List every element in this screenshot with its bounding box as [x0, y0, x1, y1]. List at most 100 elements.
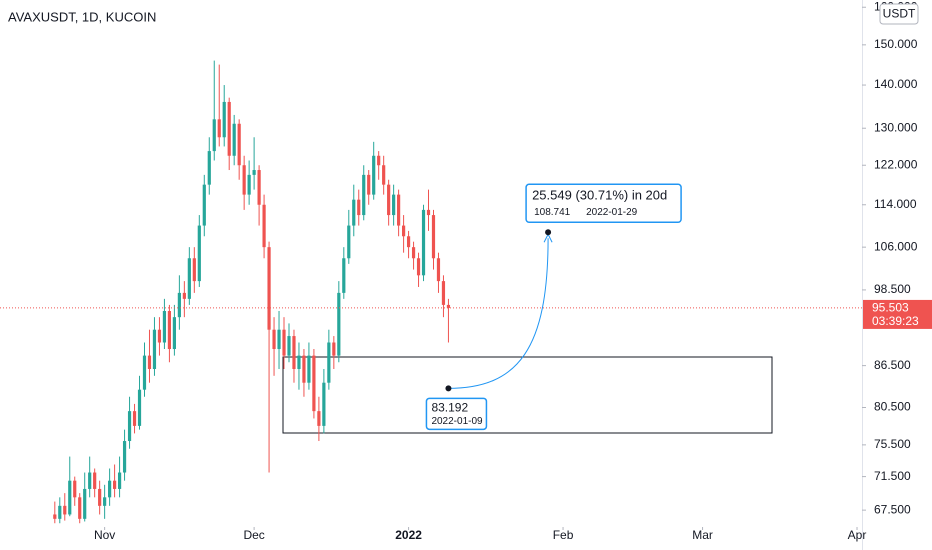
candle-body [192, 258, 196, 282]
candle-body [372, 155, 376, 195]
candle-body [127, 411, 132, 442]
candle-body [411, 247, 416, 259]
annotation-start-date: 2022-01-09 [431, 416, 483, 427]
candle-body [242, 165, 246, 195]
candle-body [137, 389, 142, 426]
candle-body [446, 304, 451, 308]
x-tick-label: Dec [243, 528, 264, 542]
annotation-end-value: 108.741 [534, 207, 571, 218]
countdown-label: 03:39:23 [872, 314, 919, 328]
annotation-end-date: 2022-01-29 [586, 207, 638, 218]
candle-body [93, 472, 97, 489]
currency-button[interactable] [879, 3, 919, 25]
candle-body [237, 123, 241, 166]
y-tick-label: 86.500 [874, 358, 911, 372]
candle-body [217, 119, 221, 138]
candle-body [401, 225, 406, 237]
y-tick-label: 150.000 [874, 37, 918, 51]
candle-body [337, 292, 341, 356]
candle-body [252, 170, 256, 175]
y-tick-label: 75.500 [874, 437, 911, 451]
y-tick-label: 71.500 [874, 469, 911, 483]
candle-body [352, 199, 356, 226]
candle-body [362, 174, 366, 216]
annotation-curve [448, 238, 549, 389]
x-tick-label: Feb [553, 528, 574, 542]
y-tick-label: 140.000 [874, 77, 918, 91]
candle-body [302, 355, 306, 383]
candle-body [177, 292, 181, 318]
candle-body [272, 329, 276, 350]
candle-body [132, 411, 137, 426]
candle-body [172, 317, 176, 350]
candle-body [347, 225, 351, 259]
y-tick-label: 67.500 [874, 502, 911, 516]
candle-body [406, 236, 411, 248]
candle-body [382, 165, 386, 185]
candle-body [257, 170, 261, 205]
y-tick-label: 80.500 [874, 400, 911, 414]
candle-body [83, 488, 87, 519]
candle-body [78, 497, 82, 519]
x-tick-label: Apr [848, 528, 867, 542]
candle-body [53, 514, 57, 519]
candle-body [157, 329, 162, 343]
annotation-start-value: 83.192 [431, 401, 468, 415]
candle-body [332, 342, 336, 356]
candle-body [232, 123, 236, 156]
candle-body [98, 488, 102, 506]
candle-body [292, 336, 296, 369]
y-tick-label: 114.000 [874, 197, 917, 211]
candle-body [441, 281, 446, 305]
candle-body [287, 336, 291, 356]
candle-body [122, 441, 127, 473]
y-tick-label: 122.000 [874, 157, 918, 171]
candle-body [182, 292, 186, 299]
annotation-end-point [545, 229, 552, 236]
candle-body [431, 215, 436, 259]
candle-body [197, 225, 201, 282]
candle-body [277, 329, 281, 350]
axis-layer: 67.500 71.500 75.500 80.500 86.500 98.500 106.… [94, 0, 918, 542]
currency-button-label[interactable]: USDT [883, 7, 916, 21]
zone-rectangle [282, 356, 773, 434]
candle-body [436, 258, 441, 282]
candle-body [108, 480, 112, 498]
y-tick-label: 130.000 [874, 120, 918, 134]
candle-body [297, 355, 301, 369]
y-tick-label: 106.000 [874, 239, 918, 253]
last-price-label: 95.503 [872, 301, 909, 315]
candle-body [387, 184, 391, 216]
candle-body [117, 472, 122, 489]
candle-body [147, 355, 152, 369]
candle-body [267, 247, 271, 330]
candle-body [103, 497, 107, 506]
candle-body [312, 355, 316, 412]
candle-body [426, 209, 431, 216]
candle-body [421, 209, 426, 276]
y-tick-label: 98.500 [874, 282, 911, 296]
candle-body [212, 119, 216, 152]
annotation-start-box [425, 397, 488, 431]
candle-body [247, 174, 251, 195]
candle-body [113, 480, 117, 489]
x-tick-label: 2022 [395, 528, 422, 542]
candle-body [357, 199, 361, 216]
candle-body [68, 480, 72, 515]
candle-body [307, 355, 311, 383]
annotation-label: 25.549 (30.71%) in 20d [532, 188, 667, 203]
candle-body [392, 194, 396, 216]
candle-body [397, 194, 401, 226]
candle-body [88, 472, 92, 489]
x-tick-label: Mar [692, 528, 713, 542]
candle-body [207, 151, 211, 185]
candle-body [73, 480, 77, 498]
candle-body [282, 329, 286, 356]
x-tick-label: Nov [94, 528, 115, 542]
last-price-box [863, 299, 932, 329]
candle-body [322, 382, 326, 426]
candle-body [167, 310, 172, 350]
candle-body [262, 204, 266, 248]
